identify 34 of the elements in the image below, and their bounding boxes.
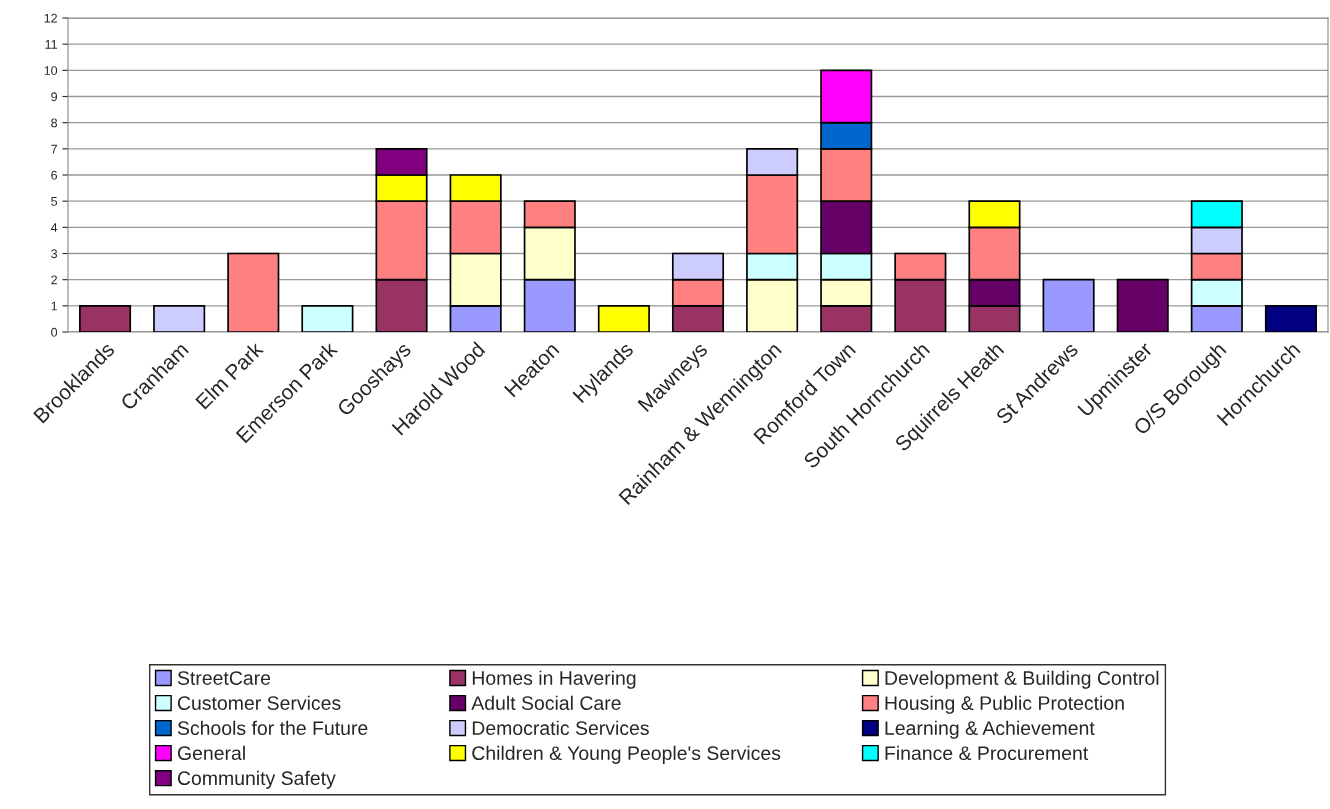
bar [597,304,650,332]
y-tick-label: 0 [51,327,58,337]
bar [79,304,132,332]
y-tick-label: 10 [44,66,58,75]
y-tick-label: 3 [51,249,58,259]
y-tick-label: 6 [51,170,58,180]
legend-label: Homes in Havering [472,670,636,689]
legend-label: General [177,745,245,761]
bar [1264,304,1317,332]
bar [1116,278,1169,332]
legend-label: Finance & Procurement [885,745,1089,761]
legend-label: Housing & Public Protection [885,695,1124,714]
y-tick-label: 2 [51,275,57,285]
y-tick-label: 5 [51,197,58,206]
y-tick-label: 4 [50,223,58,232]
y-tick-label: 9 [51,92,57,102]
y-tick-label: 1 [51,301,57,311]
y-tick-label: 11 [45,40,57,49]
bar [301,304,354,332]
legend-label: Learning & Achievement [885,720,1095,739]
y-tick-label: 7 [51,144,57,154]
legend-label: Development & Building Control [885,670,1159,689]
legend-label: Children & Young People's Services [472,745,781,764]
legend-label: StreetCare [177,671,271,685]
legend-label: Community Safety [177,770,336,789]
bar [153,304,206,332]
bar [227,252,280,332]
y-tick-label: 12 [44,13,57,23]
legend-label: Adult Social Care [471,695,621,710]
legend-label: Schools for the Future [177,720,368,736]
y-tick-label: 8 [51,118,58,128]
legend-label: Customer Services [177,695,341,710]
legend-label: Democratic Services [472,720,649,736]
bar [1042,278,1095,332]
